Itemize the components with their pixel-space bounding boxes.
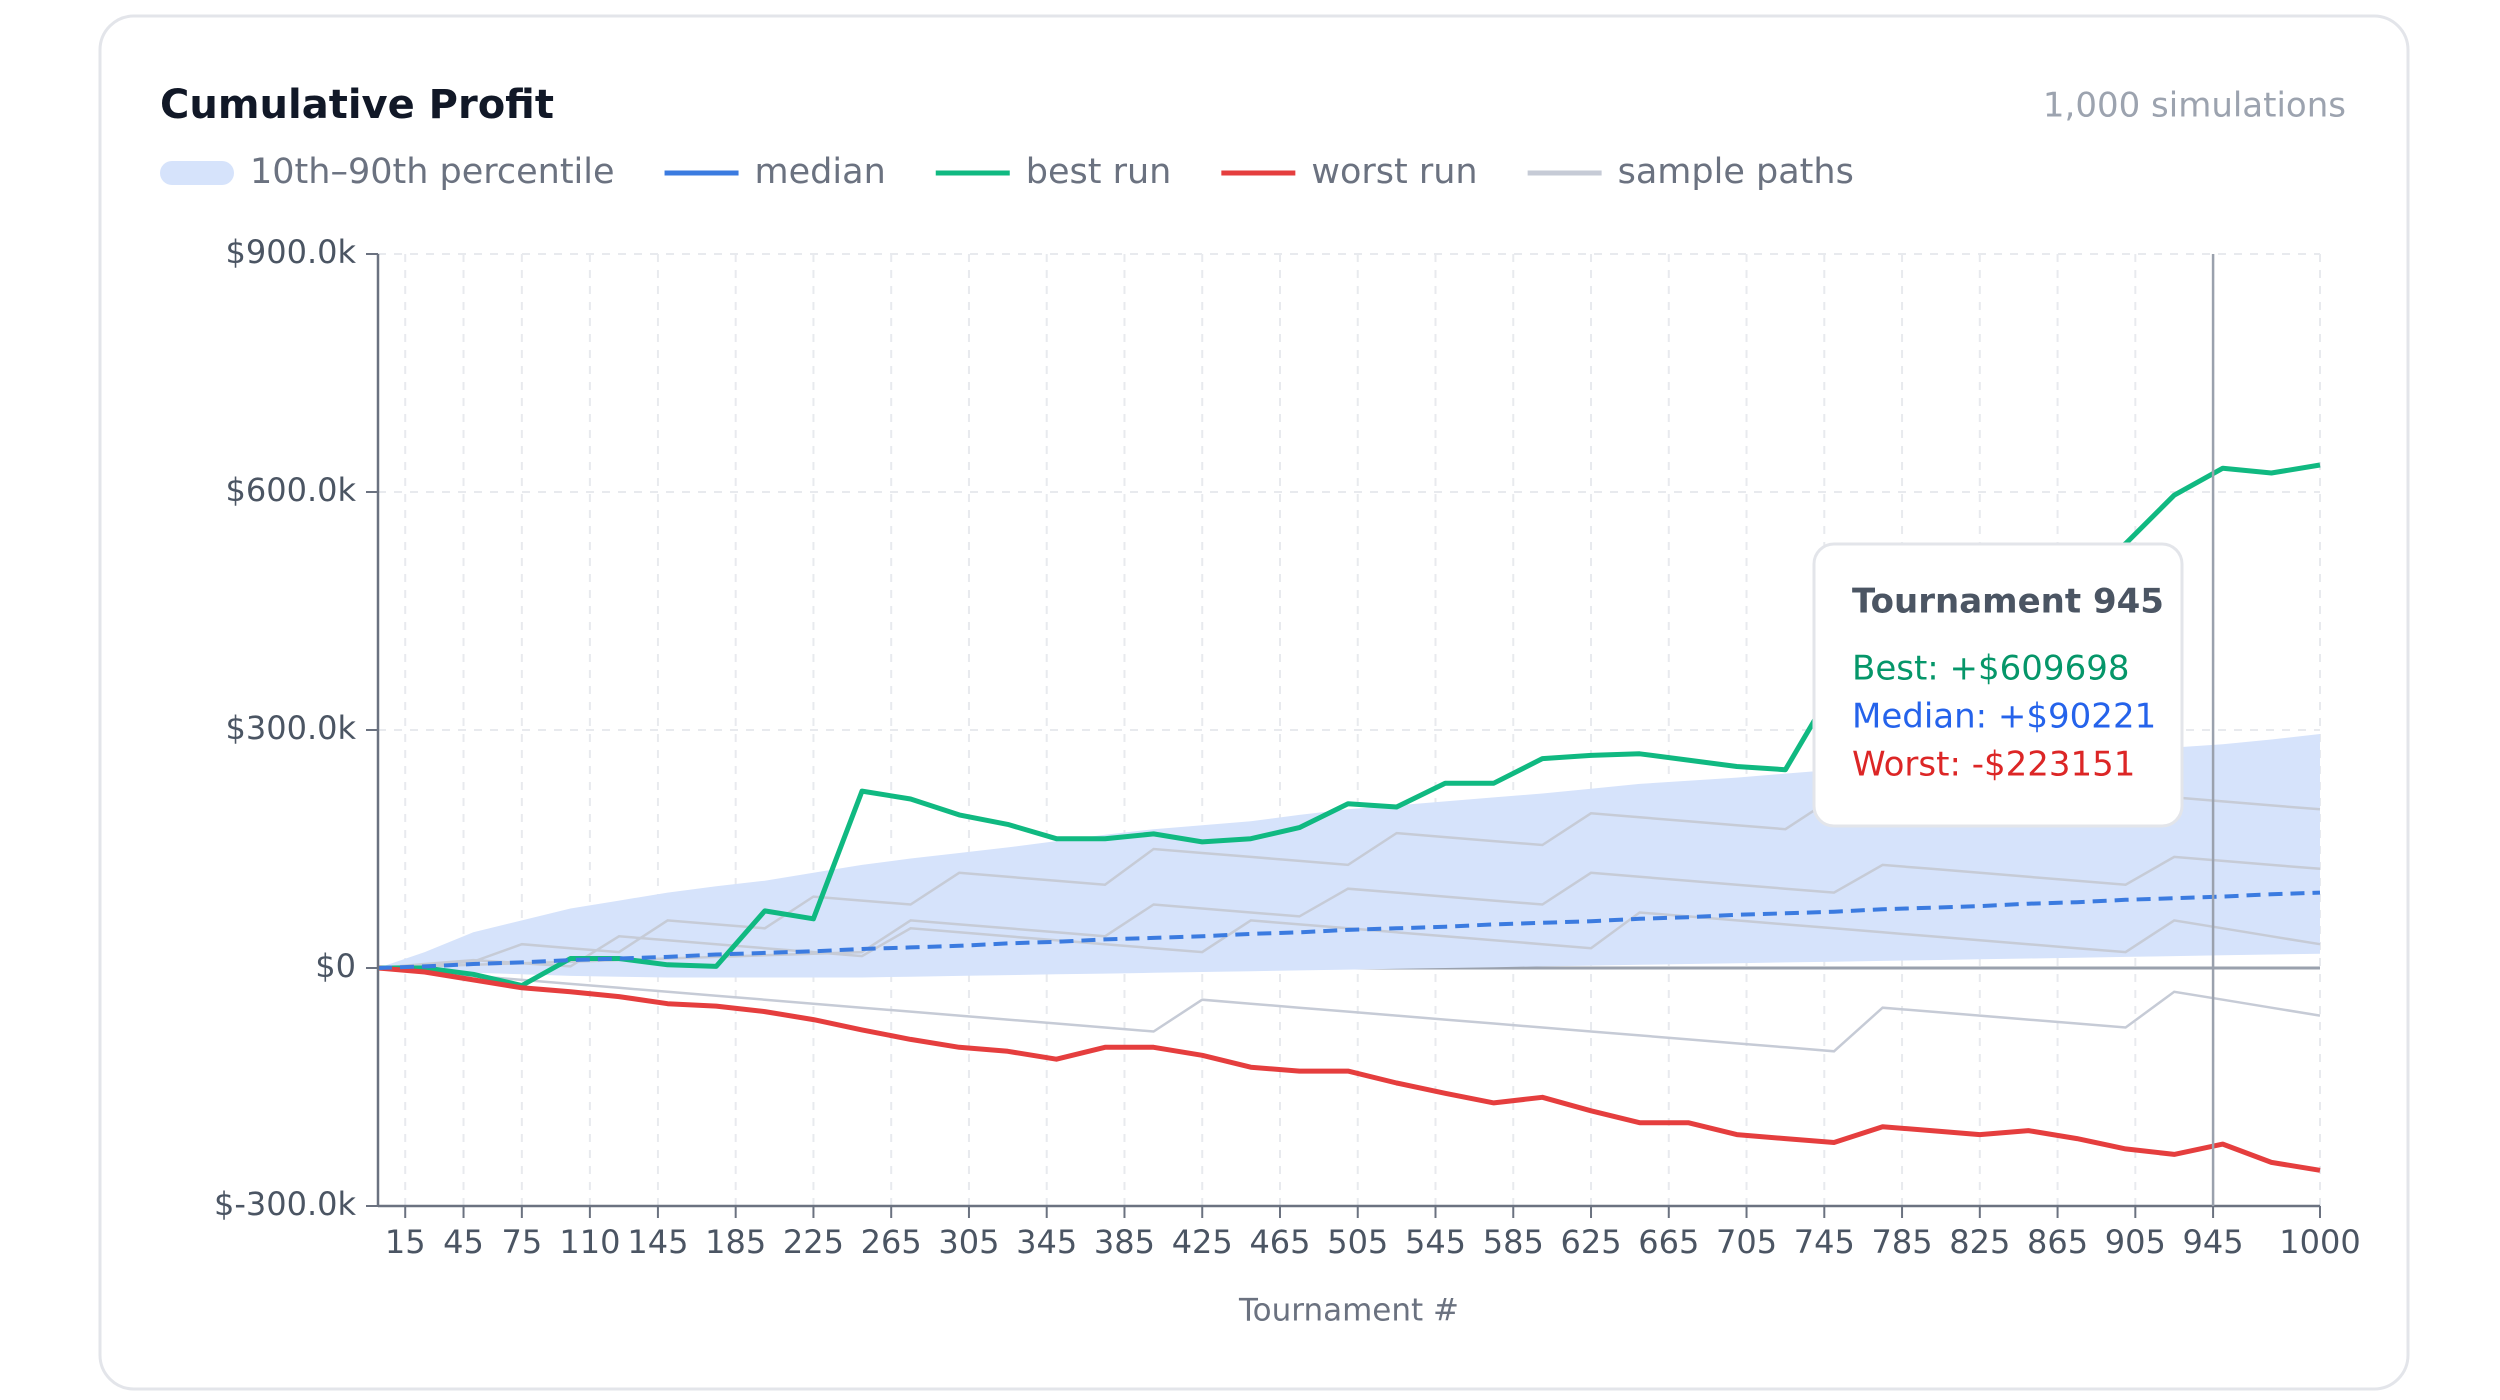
legend-label: best run <box>1026 152 1172 192</box>
x-tick-label: 225 <box>783 1223 844 1261</box>
x-tick-label: 110 <box>559 1223 620 1261</box>
x-tick-label: 425 <box>1172 1223 1233 1261</box>
x-tick-label: 345 <box>1016 1223 1077 1261</box>
x-tick-label: 865 <box>2027 1223 2088 1261</box>
tooltip-line: Worst: -$223151 <box>1852 745 2135 785</box>
legend-label: worst run <box>1311 152 1477 192</box>
x-tick-label: 265 <box>861 1223 922 1261</box>
sample-path <box>377 855 2321 970</box>
x-tick-label: 505 <box>1327 1223 1388 1261</box>
x-tick-label: 45 <box>443 1223 484 1261</box>
x-tick-label: 465 <box>1249 1223 1310 1261</box>
x-axis-title: Tournament # <box>1238 1293 1459 1329</box>
legend-swatch <box>160 161 234 185</box>
legend-label: 10th–90th percentile <box>250 152 615 192</box>
tooltip-box <box>1812 542 2184 828</box>
legend-label: sample paths <box>1618 152 1854 192</box>
x-tick-label: 385 <box>1094 1223 1155 1261</box>
tooltip-line: Median: +$90221 <box>1852 697 2156 737</box>
series-line <box>377 965 2321 1173</box>
chart-title: Cumulative Profit <box>160 82 554 128</box>
x-tick-label: 15 <box>385 1223 426 1261</box>
x-tick-label: 305 <box>938 1223 999 1261</box>
sample-path <box>377 966 2321 1053</box>
chart-subtitle: 1,000 simulations <box>2043 86 2346 126</box>
tooltip-title: Tournament 945 <box>1852 582 2164 622</box>
x-tick-label: 585 <box>1483 1223 1544 1261</box>
x-tick-label: 185 <box>705 1223 766 1261</box>
legend-label: median <box>755 152 886 192</box>
x-tick-label: 665 <box>1638 1223 1699 1261</box>
x-tick-label: 545 <box>1405 1223 1466 1261</box>
x-tick-label: 905 <box>2105 1223 2166 1261</box>
x-tick-label: 145 <box>627 1223 688 1261</box>
x-tick-label: 825 <box>1949 1223 2010 1261</box>
x-tick-label: 705 <box>1716 1223 1777 1261</box>
series-line <box>377 890 2321 970</box>
x-tick-label: 1000 <box>2279 1223 2360 1261</box>
y-tick-label: $600.0k <box>226 471 357 509</box>
y-tick-label: $-300.0k <box>214 1185 357 1223</box>
y-tick-label: $0 <box>315 947 356 985</box>
x-tick-label: 785 <box>1872 1223 1933 1261</box>
x-tick-label: 745 <box>1794 1223 1855 1261</box>
tooltip-line: Best: +$609698 <box>1852 649 2129 689</box>
y-tick-label: $900.0k <box>226 233 357 271</box>
card <box>98 14 2410 1391</box>
x-tick-label: 945 <box>2183 1223 2244 1261</box>
y-tick-label: $300.0k <box>226 709 357 747</box>
x-tick-label: 75 <box>501 1223 542 1261</box>
tooltip: Tournament 945 Best: +$609698 Median: +$90… <box>1812 254 2215 1206</box>
x-tick-label: 625 <box>1560 1223 1621 1261</box>
legend: 10th–90th percentile median best run worst … <box>160 152 1854 192</box>
